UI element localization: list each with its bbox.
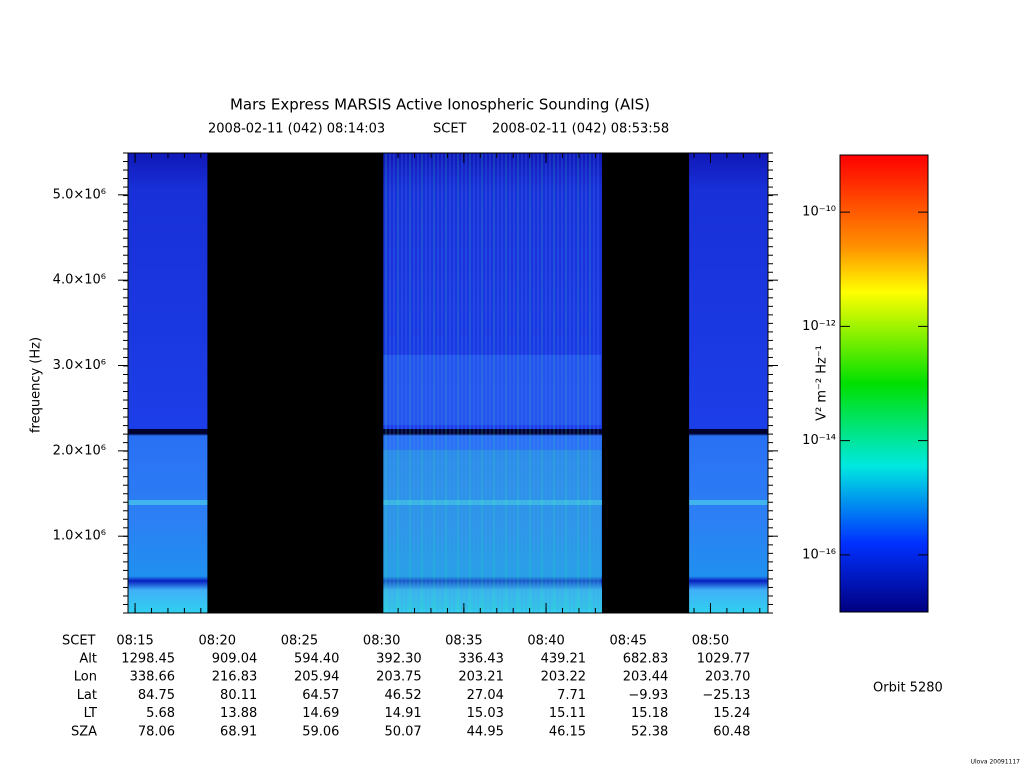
x-tick-label: 08:25 (281, 634, 318, 649)
ephemeris-value: 1029.77 (697, 652, 751, 667)
ephemeris-value: −9.93 (628, 688, 668, 703)
spectrogram-echo (383, 450, 601, 610)
orbit-label: Orbit 5280 (873, 681, 943, 696)
colorbar-label: V² m⁻² Hz⁻¹ (815, 345, 830, 421)
ephemeris-value: 15.24 (713, 706, 750, 721)
ephemeris-value: 13.88 (220, 706, 257, 721)
y-tick-label: 1.0×10⁶ (53, 529, 106, 544)
ephemeris-value: 682.83 (623, 652, 669, 667)
y-tick-label: 5.0×10⁶ (53, 187, 106, 202)
time-start: 2008-02-11 (042) 08:14:03 (208, 122, 385, 137)
data-gap (207, 153, 384, 613)
ephemeris-value: 80.11 (220, 688, 257, 703)
x-tick-label: 08:35 (445, 634, 482, 649)
colorbar-tick-label: 10⁻¹⁶ (802, 547, 836, 562)
ephemeris-value: 78.06 (138, 724, 175, 739)
ephemeris-value: 909.04 (212, 652, 258, 667)
y-tick-label: 4.0×10⁶ (53, 273, 106, 288)
ephemeris-value: 203.75 (376, 670, 422, 685)
ephemeris-value: 64.57 (302, 688, 339, 703)
ephemeris-value: 205.94 (294, 670, 340, 685)
ephemeris-value: 203.22 (541, 670, 587, 685)
ephemeris-value: 392.30 (376, 652, 422, 667)
ephemeris-value: 439.21 (541, 652, 587, 667)
x-tick-label: 08:45 (610, 634, 647, 649)
chart-title: Mars Express MARSIS Active Ionospheric S… (230, 96, 650, 114)
ephemeris-value: 50.07 (384, 724, 421, 739)
x-tick-label: 08:30 (363, 634, 400, 649)
ephemeris-value: 1298.45 (121, 652, 175, 667)
ephemeris-value: 15.03 (467, 706, 504, 721)
ephemeris-row-label: LT (84, 706, 97, 721)
ephemeris-value: 84.75 (138, 688, 175, 703)
ephemeris-row-label: Lat (77, 688, 97, 703)
colorbar (839, 154, 929, 613)
ephemeris-value: 216.83 (212, 670, 258, 685)
ephemeris-value: 7.71 (557, 688, 586, 703)
spectrogram-band (128, 500, 768, 505)
ephemeris-row-label: Lon (74, 670, 97, 685)
ephemeris-value: 46.15 (549, 724, 586, 739)
x-tick-label: 08:15 (116, 634, 153, 649)
x-tick-label: 08:20 (199, 634, 236, 649)
ephemeris-value: 14.69 (302, 706, 339, 721)
ephemeris-value: 44.95 (467, 724, 504, 739)
ephemeris-value: 5.68 (146, 706, 175, 721)
time-end: 2008-02-11 (042) 08:53:58 (492, 122, 669, 137)
ephemeris-value: 46.52 (384, 688, 421, 703)
colorbar-tick-label: 10⁻¹⁴ (802, 433, 836, 448)
ephemeris-value: 27.04 (467, 688, 504, 703)
data-gap (601, 153, 690, 613)
y-axis-label: frequency (Hz) (29, 337, 44, 433)
ephemeris-value: 203.21 (458, 670, 504, 685)
colorbar-tick-label: 10⁻¹⁰ (802, 205, 836, 220)
ephemeris-value: 59.06 (302, 724, 339, 739)
ephemeris-row-label: Alt (79, 652, 97, 667)
ephemeris-value: 14.91 (384, 706, 421, 721)
x-tick-label: 08:50 (692, 634, 729, 649)
plot-area (128, 153, 768, 613)
y-tick-label: 2.0×10⁶ (53, 443, 106, 458)
time-system: SCET (433, 122, 467, 137)
ephemeris-value: 338.66 (130, 670, 176, 685)
ephemeris-value: 60.48 (713, 724, 750, 739)
ephemeris-value: 15.18 (631, 706, 668, 721)
ephemeris-row-label: SZA (71, 724, 97, 739)
ephemeris-time-label: SCET (62, 634, 96, 649)
ephemeris-value: 594.40 (294, 652, 340, 667)
x-tick-label: 08:40 (527, 634, 564, 649)
ephemeris-value: 203.70 (705, 670, 751, 685)
ephemeris-value: 203.44 (623, 670, 669, 685)
ephemeris-value: 68.91 (220, 724, 257, 739)
spectrogram-echo (383, 355, 601, 425)
y-tick-label: 3.0×10⁶ (53, 358, 106, 373)
footer: Ulova 20091117 (971, 759, 1021, 766)
ephemeris-value: 15.11 (549, 706, 586, 721)
ephemeris-value: −25.13 (702, 688, 750, 703)
ephemeris-value: 52.38 (631, 724, 668, 739)
colorbar-tick-label: 10⁻¹² (802, 319, 836, 334)
ephemeris-value: 336.43 (458, 652, 504, 667)
